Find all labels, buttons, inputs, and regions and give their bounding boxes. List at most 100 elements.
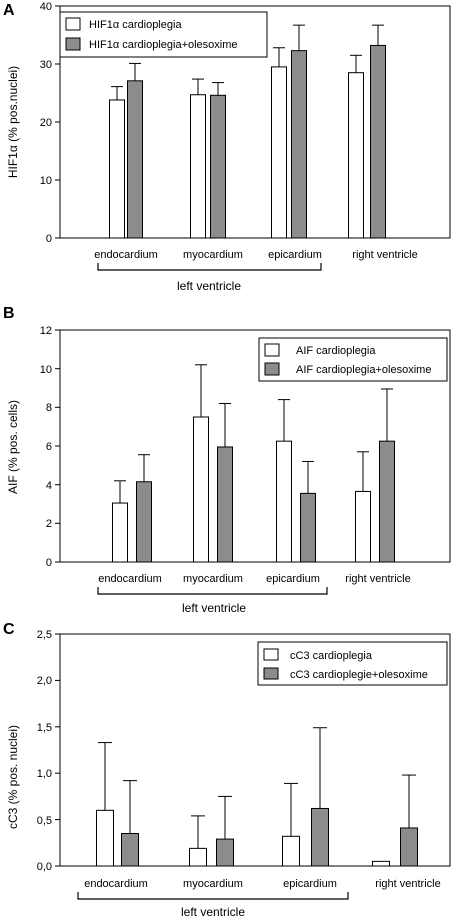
group-label-a: left ventricle [177, 279, 241, 293]
plot-frame-c [59, 633, 451, 867]
panel-letter-b: B [3, 305, 15, 322]
x-category-label: right ventricle [352, 249, 417, 261]
panel-letter-a: A [3, 2, 15, 19]
error-bar [302, 460, 314, 494]
error-bar [219, 402, 231, 447]
y-tick-label: 10 [40, 364, 52, 376]
bar-cardioplegia-epicardium [282, 835, 300, 867]
x-category-label: epicardium [266, 573, 320, 585]
y-tick-label: 10 [40, 175, 52, 187]
y-tick-label: 30 [40, 59, 52, 71]
legend-swatch-olesoxime [264, 362, 280, 376]
error-bar [381, 388, 393, 442]
y-tick-label: 0 [46, 557, 52, 569]
error-bar [129, 62, 141, 81]
y-tick-label: 2,5 [37, 629, 52, 641]
y-tick-label: 0,0 [37, 861, 52, 873]
panel-a: A HIF1α (% pos.nuclei) 0 10 20 30 40 HIF… [3, 1, 451, 293]
group-label-c: left ventricle [181, 905, 245, 919]
y-axis-label-c: cC3 (% pos. nuclei) [6, 725, 20, 829]
bar-cardioplegia-endocardium [96, 809, 114, 867]
group-bracket-c [77, 892, 349, 900]
error-bar [357, 451, 369, 492]
legend-c: cC3 cardioplegia cC3 cardioplegie+olesox… [257, 641, 448, 686]
y-tick-label: 6 [46, 441, 52, 453]
error-bar [138, 454, 150, 482]
y-tick-label: 1,5 [37, 722, 52, 734]
bar-olesoxime-right-ventricle [400, 827, 418, 867]
y-ticks-c: 0,0 0,5 1,0 1,5 2,0 2,5 [37, 629, 60, 873]
error-bar [293, 24, 305, 51]
bar-olesoxime-right-ventricle [370, 44, 386, 239]
error-bar [313, 727, 327, 809]
bar-olesoxime-endocardium [136, 481, 152, 563]
x-category-label: epicardium [283, 878, 337, 890]
error-bar [372, 24, 384, 46]
x-category-labels-a: endocardium myocardium epicardium right … [94, 249, 418, 261]
x-category-label: endocardium [94, 249, 158, 261]
legend-label-olesoxime: cC3 cardioplegie+olesoxime [290, 669, 428, 681]
legend-label-cardioplegia: HIF1α cardioplegia [89, 19, 182, 31]
bar-cardioplegia-endocardium [112, 502, 128, 563]
legend-swatch-cardioplegia [264, 343, 280, 357]
x-category-label: epicardium [268, 249, 322, 261]
bars-b [112, 364, 395, 563]
x-category-label: endocardium [98, 573, 162, 585]
x-category-label: endocardium [84, 878, 148, 890]
bar-cardioplegia-myocardium [193, 416, 209, 563]
y-tick-label: 1,0 [37, 768, 52, 780]
error-bar [273, 47, 285, 67]
x-category-labels-c: endocardium myocardium epicardium right … [84, 878, 441, 890]
error-bar [350, 54, 362, 73]
legend-label-olesoxime: AIF cardioplegia+olesoxime [296, 364, 431, 376]
legend-swatch-cardioplegia [65, 17, 81, 31]
bar-cardioplegia-myocardium [189, 847, 207, 867]
bar-olesoxime-endocardium [121, 833, 139, 867]
group-bracket-b [97, 587, 328, 595]
bar-olesoxime-myocardium [217, 446, 233, 563]
x-category-label: myocardium [183, 249, 243, 261]
bar-olesoxime-epicardium [300, 492, 316, 563]
y-tick-label: 12 [40, 325, 52, 337]
bar-cardioplegia-epicardium [271, 66, 287, 239]
bar-cardioplegia-epicardium [276, 440, 292, 563]
y-ticks-b: 0 2 4 6 8 10 12 [40, 325, 60, 569]
error-bar [123, 780, 137, 834]
bar-olesoxime-endocardium [127, 80, 143, 239]
y-tick-label: 0 [46, 233, 52, 245]
legend-box-a [59, 11, 268, 58]
panel-b: B AIF (% pos. cells) 0 2 4 6 8 10 12 AIF… [3, 305, 451, 615]
legend-label-olesoxime: HIF1α cardioplegia+olesoxime [89, 39, 238, 51]
error-bar [191, 815, 205, 849]
panel-letter-c: C [3, 621, 15, 638]
x-category-label: right ventricle [375, 878, 440, 890]
y-tick-label: 40 [40, 1, 52, 13]
y-tick-label: 2 [46, 518, 52, 530]
legend-box-b [258, 337, 448, 382]
legend-label-cardioplegia: AIF cardioplegia [296, 345, 376, 357]
x-category-label: myocardium [183, 878, 243, 890]
bars-a [109, 24, 386, 239]
y-ticks-a: 0 10 20 30 40 [40, 1, 60, 245]
y-axis-label-b: AIF (% pos. cells) [6, 400, 20, 494]
x-category-label: myocardium [183, 573, 243, 585]
bar-olesoxime-right-ventricle [379, 440, 395, 563]
y-tick-label: 20 [40, 117, 52, 129]
error-bar [218, 795, 232, 840]
bar-olesoxime-myocardium [216, 838, 234, 867]
group-bracket-a [97, 263, 322, 271]
error-bar [98, 742, 112, 811]
legend-b: AIF cardioplegia AIF cardioplegia+olesox… [258, 337, 448, 382]
bar-cardioplegia-right-ventricle [355, 490, 371, 563]
y-tick-label: 4 [46, 480, 52, 492]
error-bar [212, 82, 224, 96]
error-bar [114, 480, 126, 504]
legend-a: HIF1α cardioplegia HIF1α cardioplegia+ol… [59, 11, 268, 58]
bars-c [96, 727, 418, 867]
error-bar [278, 399, 290, 442]
legend-swatch-cardioplegia [263, 648, 279, 661]
error-bar [284, 782, 298, 837]
bar-cardioplegia-myocardium [190, 94, 206, 239]
group-label-b: left ventricle [182, 601, 246, 615]
